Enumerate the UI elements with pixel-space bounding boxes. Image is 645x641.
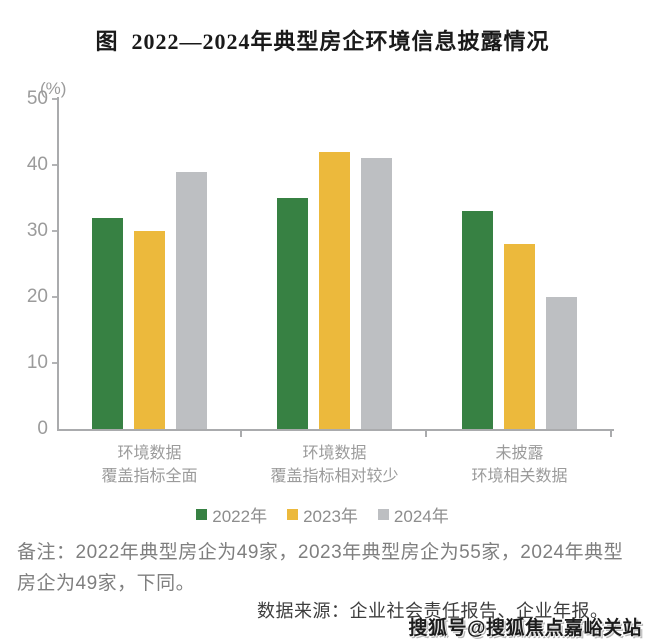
legend-item-2023年: 2023年 [287,502,358,527]
bar-2023年-c2 [319,151,350,429]
bar-2022年-c2 [277,198,308,429]
bar-2022年-c1 [92,217,123,429]
y-axis-unit-label: (%) [40,79,67,98]
legend-item-2022年: 2022年 [196,502,267,527]
y-axis-tick [52,164,57,166]
y-tick-label: 30 [26,220,48,241]
legend-swatch [196,509,208,520]
bar-2024年-c2 [361,158,392,429]
legend-swatch [377,509,389,520]
legend-item-2024年: 2024年 [377,502,449,527]
data-source-text: 数据来源：企业社会责任报告、企业年报。 [257,601,609,621]
sohu-watermark: 搜狐号@搜狐焦点嘉峪关站 [408,618,642,639]
y-tick-label: 0 [37,418,48,439]
legend-label: 2022年 [212,507,268,526]
bar-2022年-c3 [462,211,493,429]
y-tick-label: 50 [26,88,48,109]
bar-2023年-c1 [134,231,165,429]
legend-swatch [287,509,299,520]
x-category-label: 未披露 环境相关数据 [471,445,568,485]
y-tick-label: 20 [26,286,48,307]
legend-label: 2024年 [393,507,449,526]
x-category-label: 环境数据 覆盖指标全面 [101,445,198,485]
y-tick-label: 40 [26,154,48,175]
x-axis-tick [425,429,427,437]
y-tick-label: 10 [26,352,48,373]
x-category-label: 环境数据 覆盖指标相对较少 [270,445,399,485]
chart-title: 图 2022—2024年典型房企环境信息披露情况 [95,29,550,54]
x-axis-line [57,429,614,431]
y-axis-tick [52,296,57,298]
y-axis-line [57,97,59,431]
bar-2023年-c3 [504,244,535,429]
x-axis-tick [240,429,242,437]
bar-2024年-c1 [176,171,207,429]
y-axis-tick [52,98,57,100]
y-axis-tick [52,362,57,364]
legend-label: 2023年 [303,507,358,526]
y-axis-tick [52,230,57,232]
bar-2024年-c3 [546,297,577,429]
chart-legend: 2022年 2023年 2024年 [0,502,645,527]
footnote-text: 备注：2022年典型房企为49家，2023年典型房企为55家，2024年典型房企… [17,542,624,594]
x-axis-tick [610,429,612,437]
